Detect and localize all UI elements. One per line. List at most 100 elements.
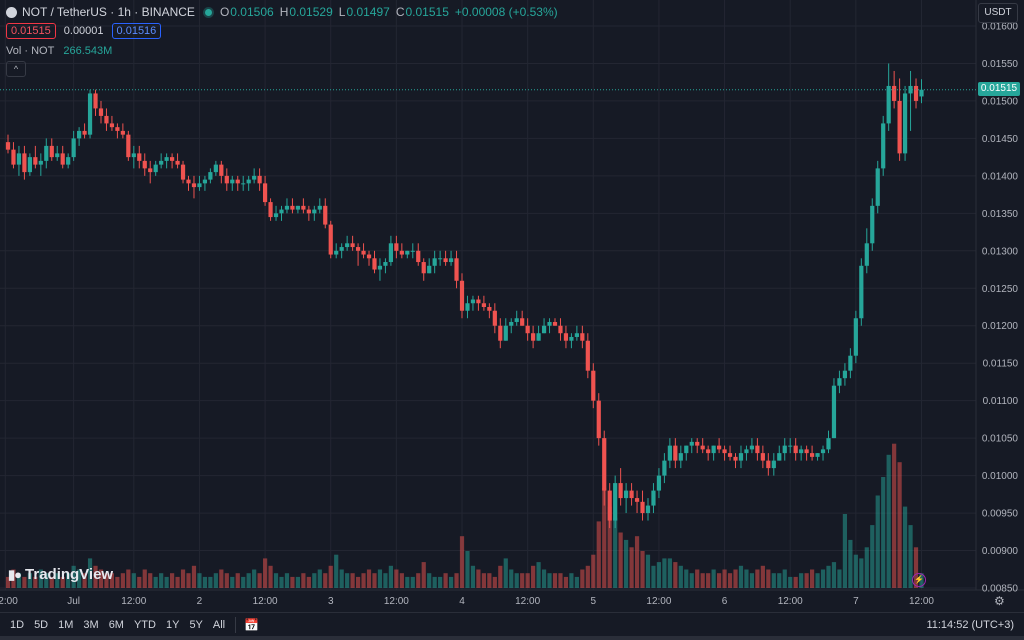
- candle[interactable]: [580, 325, 585, 349]
- candle[interactable]: [744, 445, 749, 461]
- candle[interactable]: [804, 445, 809, 461]
- candle[interactable]: [49, 138, 54, 161]
- candle[interactable]: [131, 145, 136, 169]
- candle[interactable]: [771, 453, 776, 476]
- candle[interactable]: [27, 153, 32, 176]
- candle[interactable]: [733, 453, 738, 469]
- candle[interactable]: [459, 273, 465, 319]
- candle[interactable]: [465, 295, 470, 319]
- candle[interactable]: [405, 250, 410, 259]
- candle[interactable]: [328, 220, 333, 259]
- candle[interactable]: [170, 153, 175, 169]
- candle[interactable]: [93, 89, 98, 116]
- candle[interactable]: [842, 363, 848, 386]
- candle[interactable]: [361, 243, 366, 259]
- candle[interactable]: [246, 175, 251, 191]
- candle[interactable]: [574, 325, 579, 341]
- candle[interactable]: [148, 160, 153, 184]
- candle[interactable]: [350, 235, 355, 251]
- candle[interactable]: [22, 145, 27, 180]
- chart-area[interactable]: 0.01600 0.01550 0.01500 0.01450 0.01400 0.013…: [0, 0, 1024, 612]
- candle[interactable]: [345, 235, 350, 251]
- candle[interactable]: [711, 445, 716, 461]
- candle[interactable]: [71, 130, 76, 161]
- candle[interactable]: [487, 303, 492, 319]
- candle[interactable]: [596, 393, 601, 446]
- candle[interactable]: [301, 198, 306, 214]
- candle[interactable]: [656, 468, 662, 499]
- candle[interactable]: [760, 445, 765, 469]
- candle[interactable]: [377, 258, 383, 281]
- candle[interactable]: [262, 175, 268, 206]
- candle[interactable]: [673, 438, 678, 469]
- candle[interactable]: [109, 115, 115, 131]
- range-3m[interactable]: 3M: [83, 619, 99, 631]
- candle[interactable]: [208, 168, 213, 184]
- candle[interactable]: [520, 310, 525, 326]
- candle[interactable]: [875, 160, 880, 214]
- candle[interactable]: [77, 127, 82, 146]
- buy-button[interactable]: 0.01516: [111, 23, 162, 39]
- candle[interactable]: [372, 250, 377, 274]
- lightning-icon[interactable]: ⚡: [912, 573, 926, 587]
- candle[interactable]: [662, 453, 667, 484]
- candle[interactable]: [607, 483, 612, 529]
- candle[interactable]: [399, 243, 404, 259]
- candle[interactable]: [120, 123, 125, 139]
- candle[interactable]: [722, 445, 727, 461]
- candle[interactable]: [159, 153, 164, 169]
- candle[interactable]: [695, 438, 700, 454]
- candle[interactable]: [317, 198, 322, 214]
- candle[interactable]: [684, 445, 689, 461]
- candle[interactable]: [410, 243, 415, 259]
- candle[interactable]: [503, 318, 508, 341]
- symbol-title[interactable]: NOT / TetherUS · 1h · BINANCE: [22, 5, 195, 19]
- candle[interactable]: [558, 318, 563, 341]
- candle[interactable]: [782, 438, 787, 461]
- candle[interactable]: [323, 198, 328, 229]
- candle[interactable]: [853, 310, 858, 364]
- candle[interactable]: [481, 295, 486, 311]
- candle[interactable]: [268, 198, 273, 221]
- range-1d[interactable]: 1D: [10, 619, 25, 631]
- candle[interactable]: [706, 445, 711, 461]
- candle[interactable]: [290, 198, 295, 214]
- candle[interactable]: [498, 318, 503, 349]
- candle[interactable]: [591, 363, 596, 409]
- candle[interactable]: [421, 258, 426, 281]
- candle[interactable]: [66, 153, 71, 169]
- candle[interactable]: [799, 445, 804, 461]
- candle[interactable]: [640, 490, 645, 521]
- candle[interactable]: [919, 79, 924, 104]
- candle[interactable]: [279, 205, 284, 221]
- candle[interactable]: [870, 198, 875, 251]
- candle[interactable]: [366, 250, 372, 266]
- range-5d[interactable]: 5D: [34, 619, 49, 631]
- range-5y[interactable]: 5Y: [189, 619, 203, 631]
- candle[interactable]: [115, 123, 120, 139]
- candle[interactable]: [55, 145, 60, 161]
- candle[interactable]: [629, 483, 634, 506]
- candle[interactable]: [793, 438, 798, 461]
- candle[interactable]: [241, 175, 246, 191]
- candle[interactable]: [224, 168, 229, 191]
- candle[interactable]: [11, 142, 16, 169]
- range-ytd[interactable]: YTD: [133, 619, 156, 631]
- candle[interactable]: [44, 138, 49, 169]
- candle[interactable]: [509, 318, 514, 334]
- candle[interactable]: [213, 160, 218, 176]
- candle[interactable]: [667, 438, 672, 469]
- candle[interactable]: [202, 175, 208, 191]
- candle[interactable]: [432, 250, 437, 274]
- candle[interactable]: [727, 445, 733, 461]
- candle[interactable]: [788, 438, 793, 454]
- candle[interactable]: [848, 348, 853, 379]
- candle[interactable]: [809, 445, 815, 461]
- candle[interactable]: [197, 175, 202, 191]
- candle[interactable]: [913, 78, 919, 109]
- candle[interactable]: [651, 483, 656, 514]
- candle[interactable]: [295, 205, 301, 214]
- candle[interactable]: [312, 205, 317, 221]
- candle[interactable]: [33, 145, 38, 169]
- candle[interactable]: [153, 160, 158, 176]
